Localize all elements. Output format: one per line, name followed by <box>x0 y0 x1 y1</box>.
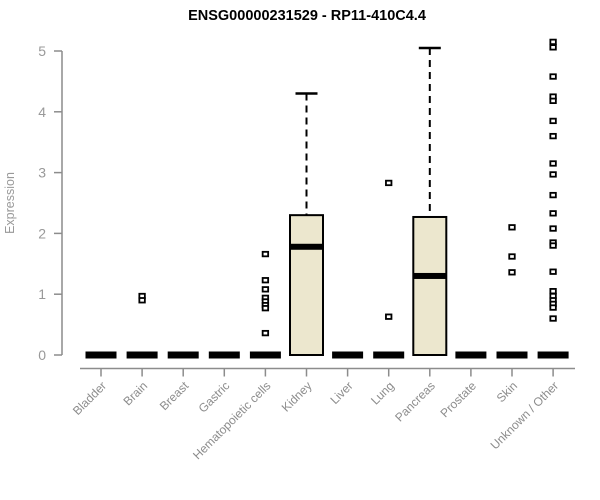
collapsed-box-bar <box>85 351 117 359</box>
outlier-point <box>261 286 270 293</box>
collapsed-box-bar <box>455 351 487 359</box>
outlier-point <box>549 38 557 46</box>
outlier-point <box>261 329 270 337</box>
y-tick-label: 3 <box>38 165 46 181</box>
x-tick-label: Brain <box>121 379 151 409</box>
outlier-point <box>549 225 557 232</box>
outlier-point <box>508 253 516 260</box>
y-tick-label: 0 <box>38 347 46 363</box>
outlier-point <box>549 268 557 275</box>
outlier-point <box>549 117 557 125</box>
outlier-point <box>549 44 557 51</box>
outlier-point <box>549 132 557 140</box>
collapsed-box-bar <box>373 351 405 359</box>
median-line <box>413 272 447 279</box>
outlier-point <box>549 210 557 217</box>
collapsed-box-bar <box>208 351 240 359</box>
y-tick-label: 2 <box>38 225 46 241</box>
y-tick-label: 1 <box>38 286 46 302</box>
x-tick-label: Prostate <box>438 379 480 421</box>
x-tick-label: Liver <box>327 379 355 407</box>
outlier-point <box>261 305 270 312</box>
collapsed-box-bar <box>537 351 569 359</box>
outlier-point <box>385 179 393 187</box>
plot-content: 0 1 2 3 4 5 Bladder Brain Breast GastricHematopoi… <box>38 38 575 462</box>
collapsed-box-bar <box>167 351 199 359</box>
outlier-point <box>549 73 557 80</box>
outlier-point <box>549 304 557 311</box>
x-tick-label: Kidney <box>279 379 315 415</box>
x-tick-label: Breast <box>157 378 192 413</box>
x-tick-label: Lung <box>368 379 397 408</box>
outlier-point <box>508 269 516 276</box>
outlier-point <box>508 224 516 231</box>
outlier-point <box>549 160 557 167</box>
x-tick-label: Hematopoietic cells <box>190 379 273 462</box>
outlier-point <box>549 315 557 322</box>
collapsed-box-bar <box>126 351 158 359</box>
outlier-point <box>549 191 557 199</box>
y-axis-label: Expression <box>3 172 17 234</box>
median-line <box>290 243 323 250</box>
box-rect <box>412 215 448 356</box>
outlier-point <box>549 97 557 105</box>
x-tick-label: Gastric <box>196 379 233 416</box>
outlier-point <box>261 277 270 284</box>
collapsed-box-bar <box>249 351 281 359</box>
outlier-point <box>549 171 557 178</box>
outlier-point <box>138 297 146 304</box>
y-tick-label: 4 <box>38 104 46 120</box>
x-tick-label: Bladder <box>70 379 109 418</box>
outlier-point <box>549 288 557 295</box>
chart-title: ENSG00000231529 - RP11-410C4.4 <box>188 8 426 24</box>
y-tick-label: 5 <box>38 43 46 59</box>
collapsed-box-bar <box>332 351 364 359</box>
collapsed-box-bar <box>496 351 528 359</box>
x-tick-label: Skin <box>494 379 520 405</box>
x-tick-label: Pancreas <box>392 379 438 425</box>
outlier-point <box>549 242 557 249</box>
outlier-point <box>385 313 393 320</box>
outlier-point <box>261 250 270 258</box>
box-rect <box>289 214 324 356</box>
